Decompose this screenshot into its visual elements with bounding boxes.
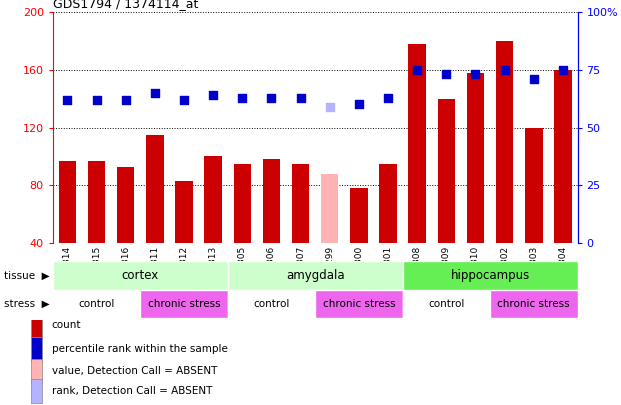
Bar xyxy=(117,166,134,243)
Point xyxy=(442,71,451,78)
Text: chronic stress: chronic stress xyxy=(497,299,570,309)
Point xyxy=(296,94,306,101)
Bar xyxy=(379,164,397,243)
Bar xyxy=(263,159,280,243)
Point xyxy=(150,90,160,96)
Point xyxy=(558,67,568,73)
Bar xyxy=(204,156,222,243)
Text: value, Detection Call = ABSENT: value, Detection Call = ABSENT xyxy=(52,366,217,376)
Text: GDS1794 / 1374114_at: GDS1794 / 1374114_at xyxy=(53,0,198,10)
Text: control: control xyxy=(428,299,465,309)
Bar xyxy=(490,290,578,318)
Bar xyxy=(53,290,140,318)
Bar xyxy=(496,41,514,243)
Text: hippocampus: hippocampus xyxy=(450,269,530,282)
Bar xyxy=(292,164,309,243)
Bar xyxy=(146,135,163,243)
Bar xyxy=(402,290,490,318)
Bar xyxy=(88,161,106,243)
Point xyxy=(179,97,189,103)
Text: stress  ▶: stress ▶ xyxy=(4,299,50,309)
Text: control: control xyxy=(253,299,289,309)
Point xyxy=(412,67,422,73)
Bar xyxy=(53,261,228,290)
Bar xyxy=(233,164,251,243)
Point xyxy=(325,104,335,110)
Text: chronic stress: chronic stress xyxy=(322,299,395,309)
Text: chronic stress: chronic stress xyxy=(148,299,220,309)
Bar xyxy=(315,290,402,318)
Point xyxy=(500,67,510,73)
Bar xyxy=(409,44,426,243)
Bar xyxy=(175,181,193,243)
Bar xyxy=(350,188,368,243)
Point xyxy=(237,94,247,101)
Bar xyxy=(228,290,315,318)
Bar xyxy=(467,73,484,243)
Bar xyxy=(321,174,338,243)
Point xyxy=(529,76,539,82)
Text: control: control xyxy=(78,299,115,309)
Bar xyxy=(31,337,42,361)
Text: count: count xyxy=(52,320,81,330)
Point xyxy=(120,97,130,103)
Point xyxy=(471,71,481,78)
Text: amygdala: amygdala xyxy=(286,269,345,282)
Bar xyxy=(438,99,455,243)
Text: percentile rank within the sample: percentile rank within the sample xyxy=(52,344,227,354)
Bar xyxy=(525,128,543,243)
Bar xyxy=(228,261,402,290)
Bar xyxy=(402,261,578,290)
Point xyxy=(383,94,393,101)
Text: tissue  ▶: tissue ▶ xyxy=(4,271,50,280)
Point xyxy=(62,97,72,103)
Bar xyxy=(31,313,42,337)
Bar xyxy=(554,70,572,243)
Text: rank, Detection Call = ABSENT: rank, Detection Call = ABSENT xyxy=(52,386,212,396)
Point xyxy=(354,101,364,108)
Bar xyxy=(140,290,228,318)
Bar xyxy=(31,359,42,383)
Point xyxy=(208,92,218,98)
Bar xyxy=(31,379,42,403)
Text: cortex: cortex xyxy=(122,269,159,282)
Bar xyxy=(58,161,76,243)
Point xyxy=(266,94,276,101)
Point xyxy=(91,97,101,103)
